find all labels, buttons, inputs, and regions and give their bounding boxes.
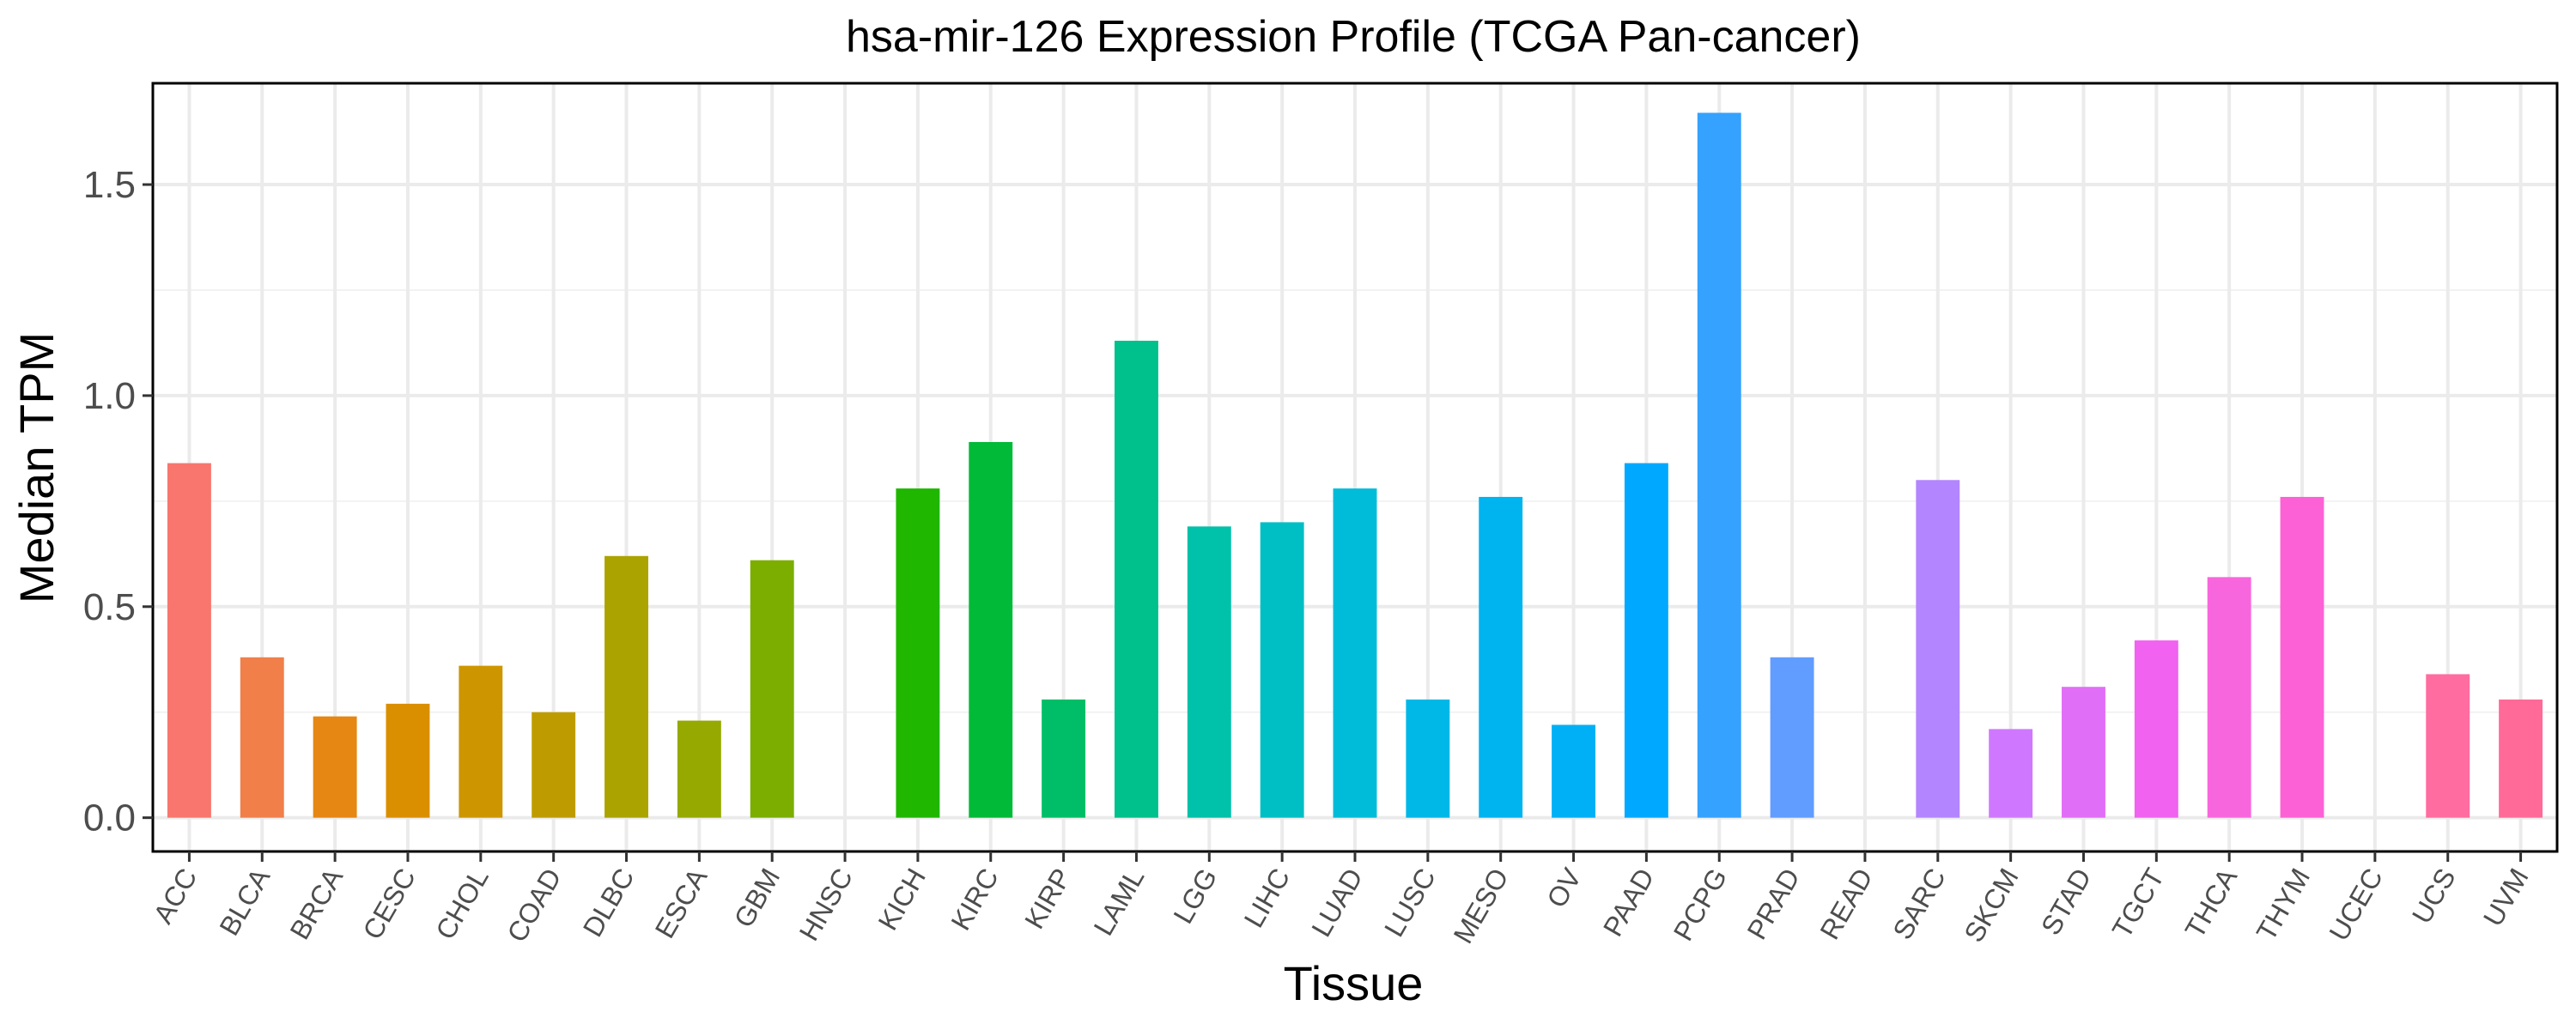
- x-tick-label: TGCT: [2106, 863, 2171, 943]
- x-tick-label: UCS: [2406, 863, 2462, 930]
- x-tick-label: LAML: [1088, 863, 1151, 941]
- x-tick-label: THCA: [2179, 863, 2244, 943]
- x-tick-label: KIRP: [1018, 863, 1078, 935]
- bar-skcm: [1989, 729, 2033, 818]
- y-axis-title: Median TPM: [9, 332, 64, 603]
- bar-blca: [240, 657, 284, 818]
- x-tick-label: OV: [1540, 863, 1588, 913]
- x-tick-label: HNSC: [793, 863, 860, 947]
- bar-chol: [459, 665, 503, 818]
- x-tick-label: GBM: [728, 863, 787, 933]
- x-tick-label: ACC: [148, 863, 204, 930]
- x-tick-label: LIHC: [1238, 863, 1297, 933]
- x-tick-label: ESCA: [649, 863, 714, 943]
- bar-kirc: [969, 441, 1013, 818]
- x-tick-label: SKCM: [1958, 863, 2024, 948]
- x-tick-label: SARC: [1886, 863, 1952, 945]
- bar-thym: [2280, 496, 2324, 818]
- x-tick-label: DLBC: [577, 863, 641, 942]
- bar-ov: [1552, 724, 1595, 818]
- chart-title: hsa-mir-126 Expression Profile (TCGA Pan…: [846, 12, 1861, 62]
- bar-pcpg: [1697, 112, 1741, 818]
- x-tick-label: KIRC: [945, 863, 1004, 936]
- bar-ucs: [2426, 674, 2470, 818]
- x-tick-label: BLCA: [213, 863, 276, 941]
- bar-kich: [896, 488, 940, 818]
- x-axis-title: Tissue: [1284, 956, 1424, 1010]
- bar-dlbc: [605, 555, 648, 818]
- x-tick-label: LUAD: [1305, 863, 1369, 942]
- bars: [167, 112, 2543, 818]
- x-tick-label: CESC: [356, 863, 422, 945]
- bar-uvm: [2499, 699, 2543, 818]
- bar-cesc: [386, 703, 430, 818]
- bar-prad: [1770, 657, 1814, 818]
- y-tick-label: 0.5: [83, 586, 136, 628]
- bar-laml: [1115, 340, 1158, 818]
- bar-kirp: [1042, 699, 1086, 818]
- bar-gbm: [750, 560, 794, 818]
- x-tick-label: KICH: [872, 863, 932, 936]
- bar-brca: [313, 716, 357, 818]
- bar-thca: [2207, 577, 2251, 818]
- x-tick-label: BRCA: [284, 863, 349, 945]
- y-axis-ticks: 0.0 0.5 1.0 1.5: [83, 164, 153, 839]
- x-tick-label: LGG: [1167, 863, 1223, 930]
- bar-lihc: [1260, 522, 1304, 818]
- x-tick-label: THYM: [2251, 863, 2317, 947]
- bar-esca: [677, 720, 721, 818]
- y-tick-label: 1.5: [83, 164, 136, 206]
- x-tick-label: MESO: [1447, 863, 1514, 949]
- x-tick-label: COAD: [501, 863, 567, 948]
- bar-stad: [2062, 687, 2105, 818]
- bar-paad: [1624, 463, 1668, 818]
- x-axis-ticks: ACC BLCA BRCA CESC CHOL COAD DLBC ESCA GBM HNSC KI…: [148, 851, 2535, 948]
- bar-luad: [1333, 488, 1377, 818]
- y-tick-label: 1.0: [83, 375, 136, 417]
- x-tick-label: PCPG: [1668, 863, 1734, 947]
- bar-tgct: [2134, 640, 2178, 818]
- bar-acc: [167, 463, 211, 818]
- bar-lusc: [1406, 699, 1450, 818]
- bar-meso: [1479, 496, 1523, 818]
- x-tick-label: CHOL: [429, 863, 495, 945]
- bar-coad: [532, 712, 576, 818]
- bar-sarc: [1916, 480, 1960, 818]
- x-tick-label: READ: [1814, 863, 1879, 945]
- x-tick-label: STAD: [2035, 863, 2098, 941]
- x-tick-label: PRAD: [1741, 863, 1807, 945]
- x-tick-label: PAAD: [1597, 863, 1661, 942]
- x-tick-label: UVM: [2477, 863, 2535, 932]
- y-tick-label: 0.0: [83, 797, 136, 839]
- x-tick-label: LUSC: [1378, 863, 1442, 942]
- bar-lgg: [1187, 526, 1231, 818]
- x-tick-label: UCEC: [2323, 863, 2389, 947]
